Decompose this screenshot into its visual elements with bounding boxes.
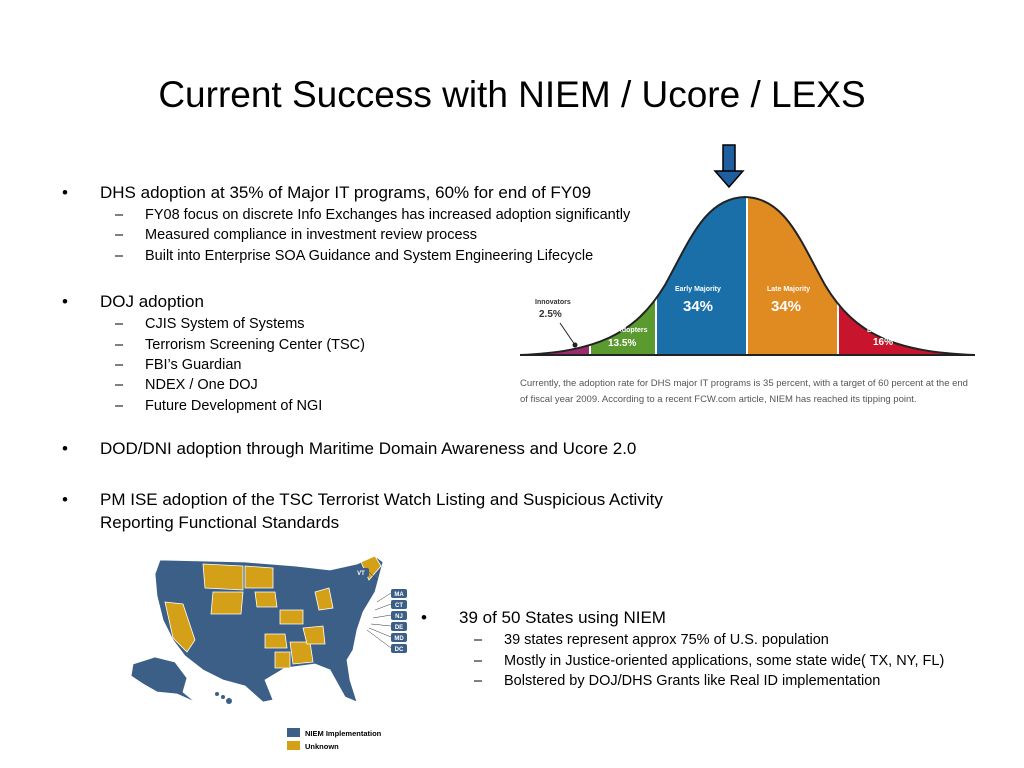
sub-bullet: – FBI’s Guardian (115, 357, 242, 373)
sub-bullet: – Measured compliance in investment revie… (115, 227, 478, 243)
bullet-doj: • DOJ adoption (62, 292, 204, 312)
state-tag: CT (391, 600, 407, 609)
value-early-adopters: 13.5% (608, 338, 636, 349)
label-early-majority: Early Majority (675, 286, 721, 293)
bullet-text: 39 of 50 States using NIEM (459, 608, 666, 627)
sub-bullet: – Future Development of NGI (115, 398, 323, 414)
us-states-map: VT MA CT NJ DE MD DC NIEM Implementation (130, 555, 407, 751)
bullet-states: • 39 of 50 States using NIEM (421, 608, 666, 628)
state-tag: NJ (391, 611, 407, 620)
legend-label-niem: NIEM Implementation (305, 729, 382, 738)
label-innovators: Innovators (535, 299, 571, 306)
svg-text:MA: MA (394, 592, 404, 598)
bullet-dot: • (62, 292, 68, 311)
state-tag: VT (353, 568, 369, 577)
state-tag: DE (391, 622, 407, 631)
state-tag: MA (391, 589, 407, 598)
bullet-dhs: • DHS adoption at 35% of Major IT progra… (62, 183, 592, 203)
slide-title: Current Success with NIEM / Ucore / LEXS (158, 74, 866, 115)
sub-bullet: – CJIS System of Systems (115, 316, 305, 332)
svg-text:DC: DC (395, 647, 404, 653)
sub-bullet: – Bolstered by DOJ/DHS Grants like Real I… (474, 673, 881, 689)
bullet-text: DOD/DNI adoption through Maritime Domain… (100, 439, 637, 458)
segment-early-majority (656, 197, 747, 355)
segment-late-majority (747, 197, 838, 355)
bullet-dot: • (421, 608, 427, 627)
segment-laggards (838, 197, 975, 355)
sub-bullet: – Mostly in Justice-oriented applications… (474, 653, 945, 669)
sub-bullet: – NDEX / One DOJ (115, 377, 258, 393)
svg-text:CT: CT (395, 603, 403, 609)
label-late-majority: Late Majority (767, 286, 810, 293)
bullet-dot: • (62, 183, 68, 202)
adoption-curve-figure: Innovators 2.5% Early Adopters 13.5% Ear… (519, 144, 976, 356)
legend-label-unknown: Unknown (305, 742, 339, 751)
bullet-text: PM ISE adoption of the TSC Terrorist Wat… (100, 490, 663, 532)
svg-text:VT: VT (357, 571, 365, 577)
state-tag: MD (391, 633, 407, 642)
bullet-text: DOJ adoption (100, 292, 204, 311)
sub-bullet: –39 states represent approx 75% of U.S. … (474, 632, 829, 648)
sub-bullet: – FY08 focus on discrete Info Exchanges h… (115, 207, 631, 223)
value-innovators: 2.5% (539, 309, 562, 320)
svg-text:DE: DE (395, 625, 403, 631)
label-early-adopters: Early Adopters (598, 327, 648, 334)
bullet-pmise: • PM ISE adoption of the TSC Terrorist W… (62, 488, 720, 534)
bullet-dot: • (62, 439, 68, 458)
svg-text:MD: MD (394, 636, 404, 642)
map-hawaii (215, 692, 232, 704)
value-late-majority: 34% (771, 298, 801, 315)
value-laggards: 16% (873, 337, 893, 348)
svg-text:NJ: NJ (395, 614, 403, 620)
legend-swatch-niem (287, 728, 300, 737)
map-unknown-states (164, 555, 382, 669)
map-alaska (130, 656, 196, 703)
tipping-point-arrow-icon (713, 144, 745, 189)
value-early-majority: 34% (683, 298, 713, 315)
bullet-dot: • (62, 490, 68, 509)
sub-bullet: – Terrorism Screening Center (TSC) (115, 337, 365, 353)
segment-innovators (520, 197, 590, 355)
label-laggards: Laggards (867, 327, 899, 334)
bullet-dod: • DOD/DNI adoption through Maritime Doma… (62, 439, 637, 459)
legend-swatch-unknown (287, 741, 300, 750)
bell-curve-line (519, 195, 976, 356)
map-legend: NIEM Implementation Unknown (287, 728, 382, 751)
adoption-caption: Currently, the adoption rate for DHS maj… (520, 378, 968, 405)
bullet-text: DHS adoption at 35% of Major IT programs… (100, 183, 592, 202)
sub-bullet: – Built into Enterprise SOA Guidance and … (115, 248, 594, 264)
state-tag: DC (391, 644, 407, 653)
